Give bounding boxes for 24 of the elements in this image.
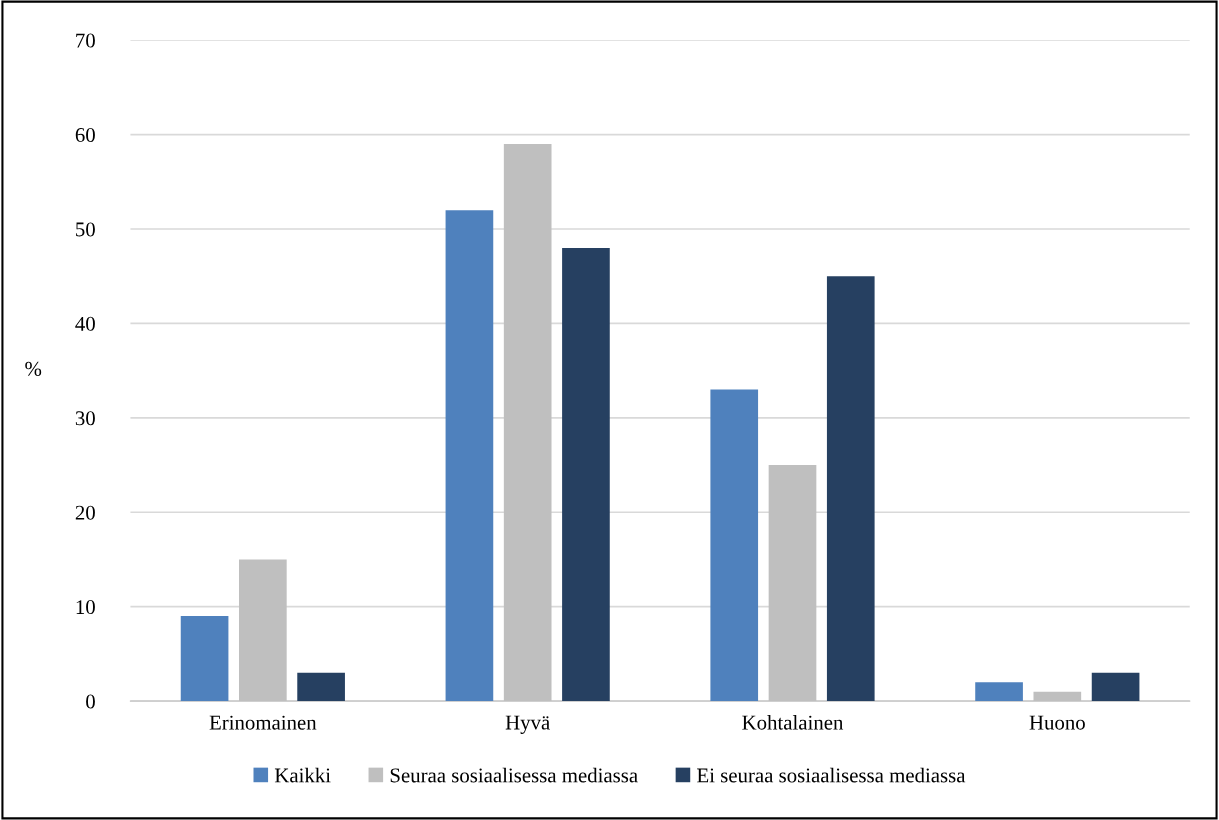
- y-tick-label: 40: [75, 316, 95, 331]
- y-tick-label: 30: [75, 411, 95, 426]
- legend-label: Ei seuraa sosiaalisessa mediassa: [697, 767, 966, 783]
- y-tick-label: 10: [76, 600, 95, 615]
- y-tick-label: 50: [76, 222, 95, 237]
- bar: [826, 276, 875, 702]
- bar: [445, 210, 494, 702]
- x-tick-label: Hyvä: [505, 715, 550, 734]
- legend-label: Seuraa sosiaalisessa mediassa: [390, 767, 638, 783]
- y-tick-label: 20: [75, 505, 95, 520]
- bar: [562, 247, 610, 702]
- legend-label: Kaikki: [274, 767, 331, 783]
- y-tick-label: 70: [76, 33, 95, 48]
- bar: [975, 682, 1023, 702]
- y-tick-label: 0: [86, 694, 95, 709]
- bar: [710, 389, 759, 702]
- y-tick-label: 60: [75, 127, 95, 143]
- bar: [180, 616, 229, 702]
- x-tick-label: Huono: [1029, 715, 1085, 730]
- bar: [297, 672, 345, 702]
- x-tick-label: Erinomainen: [209, 715, 317, 730]
- y-axis-title: %: [25, 361, 42, 376]
- bar: [1091, 672, 1140, 702]
- x-tick-label: Kohtalainen: [742, 714, 844, 730]
